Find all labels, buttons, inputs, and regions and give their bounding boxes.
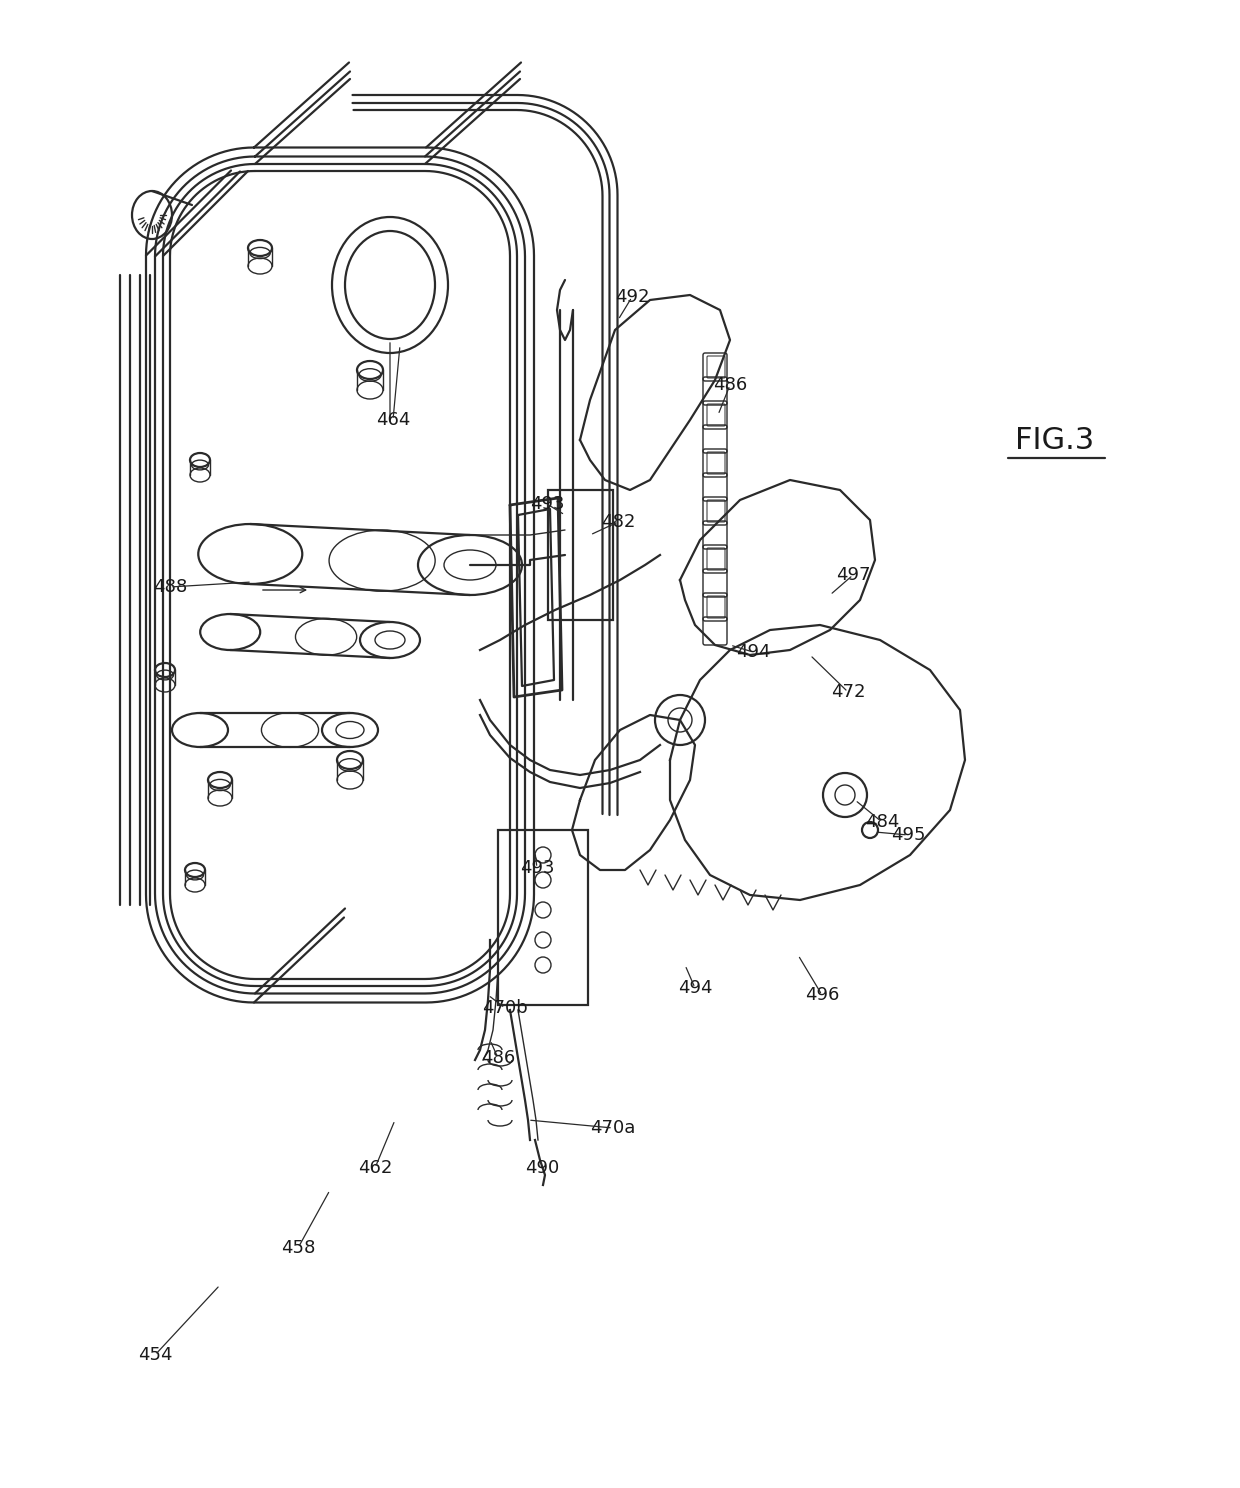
Text: 462: 462 [358,1159,392,1177]
Text: 472: 472 [831,683,866,701]
Text: 454: 454 [138,1347,172,1364]
Text: 497: 497 [836,565,870,583]
Text: 458: 458 [280,1240,315,1257]
Text: 484: 484 [864,812,899,830]
Text: 488: 488 [153,577,187,597]
Text: 492: 492 [615,289,650,307]
Text: 490: 490 [525,1159,559,1177]
Text: FIG.3: FIG.3 [1016,426,1095,454]
Text: 470a: 470a [590,1119,636,1137]
Text: 470b: 470b [482,998,528,1016]
Text: 493: 493 [520,859,554,876]
Text: 482: 482 [601,513,635,531]
Text: 496: 496 [805,987,839,1004]
Text: 464: 464 [376,411,410,429]
Text: 494: 494 [735,643,770,661]
Text: 493: 493 [529,496,564,513]
Text: 494: 494 [678,979,712,997]
Text: 486: 486 [481,1049,515,1067]
Text: 495: 495 [890,826,925,844]
Text: 486: 486 [713,376,748,394]
